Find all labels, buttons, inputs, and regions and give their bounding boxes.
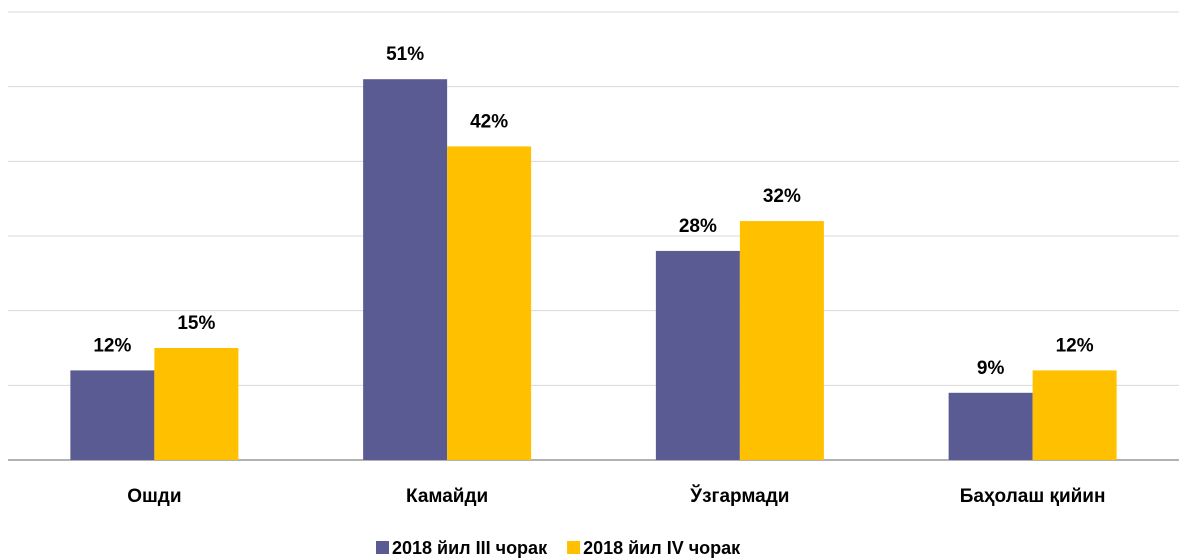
- bar: [655, 250, 740, 460]
- legend-label: 2018 йил III чорак: [392, 538, 548, 558]
- bar: [948, 392, 1033, 460]
- legend-label: 2018 йил IV чорак: [583, 538, 741, 558]
- data-label: 51%: [386, 44, 424, 65]
- data-label: 32%: [763, 186, 801, 207]
- x-tick-label: Ошди: [127, 486, 181, 507]
- bar: [447, 146, 532, 460]
- x-tick-label: Ўзгармади: [689, 485, 789, 507]
- bar: [70, 370, 155, 460]
- bar: [154, 348, 239, 460]
- legend-swatch: [567, 541, 581, 554]
- data-label: 15%: [177, 313, 215, 334]
- bar: [1032, 370, 1117, 460]
- data-label: 12%: [1056, 335, 1094, 356]
- data-label: 42%: [470, 111, 508, 132]
- x-tick-label: Баҳолаш қийин: [960, 486, 1106, 507]
- legend-swatch: [376, 541, 389, 554]
- data-label: 12%: [93, 335, 131, 356]
- bar: [739, 221, 824, 460]
- bar: [363, 79, 448, 460]
- data-label: 28%: [679, 216, 717, 237]
- x-tick-label: Камайди: [406, 486, 488, 507]
- data-label: 9%: [977, 358, 1005, 379]
